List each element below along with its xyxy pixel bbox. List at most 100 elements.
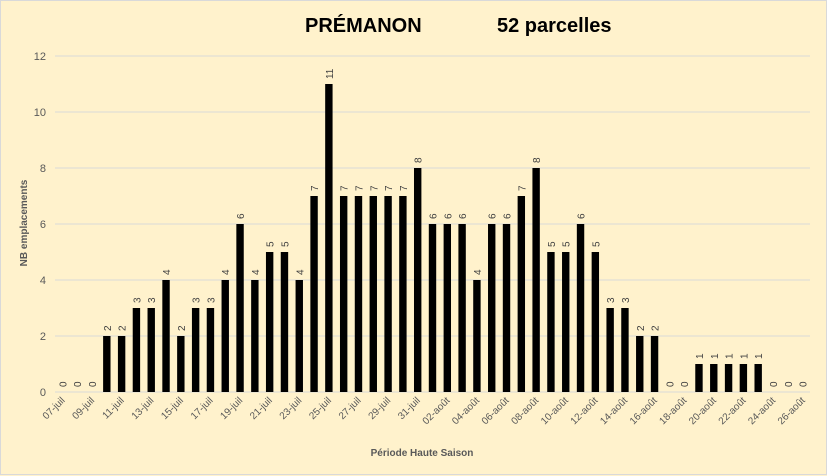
bar bbox=[236, 224, 244, 392]
data-label: 5 bbox=[266, 241, 277, 247]
bar bbox=[177, 336, 185, 392]
bar bbox=[502, 224, 511, 392]
data-label: 3 bbox=[147, 297, 158, 303]
bar bbox=[117, 336, 126, 392]
x-axis-title: Période Haute Saison bbox=[371, 448, 474, 459]
x-tick-label: 08-août bbox=[509, 395, 541, 427]
x-tick-label: 25-juil bbox=[307, 395, 334, 422]
bar bbox=[413, 168, 422, 392]
bar bbox=[576, 224, 585, 392]
bar bbox=[621, 308, 629, 392]
data-label: 0 bbox=[58, 381, 69, 387]
data-label: 4 bbox=[221, 269, 232, 275]
data-label: 3 bbox=[621, 297, 632, 303]
bar bbox=[295, 280, 303, 392]
data-label: 0 bbox=[73, 381, 84, 387]
bar bbox=[591, 252, 600, 392]
x-tick-label: 11-juil bbox=[101, 395, 127, 421]
bar bbox=[710, 364, 718, 392]
bar bbox=[103, 336, 111, 392]
y-tick-label: 12 bbox=[34, 51, 46, 63]
data-label: 11 bbox=[325, 68, 336, 79]
x-tick-label: 14-août bbox=[598, 395, 630, 427]
bar bbox=[562, 252, 570, 392]
data-label: 2 bbox=[118, 325, 129, 331]
data-label: 5 bbox=[562, 241, 573, 247]
data-label: 6 bbox=[458, 213, 469, 219]
bar bbox=[473, 280, 481, 392]
y-tick-label: 4 bbox=[40, 275, 46, 287]
bar bbox=[443, 224, 452, 392]
data-label: 6 bbox=[488, 213, 499, 219]
bar bbox=[428, 224, 437, 392]
data-label: 1 bbox=[710, 353, 721, 359]
data-label: 2 bbox=[177, 325, 188, 331]
data-label: 1 bbox=[725, 353, 736, 359]
bar bbox=[147, 308, 155, 392]
data-label: 2 bbox=[103, 325, 114, 331]
data-label: 0 bbox=[680, 381, 691, 387]
bar bbox=[754, 364, 762, 392]
bar bbox=[339, 196, 348, 392]
bar bbox=[399, 196, 407, 392]
data-label: 6 bbox=[443, 213, 454, 219]
x-tick-label: 09-juil bbox=[70, 395, 97, 422]
data-label: 7 bbox=[354, 185, 365, 191]
bar bbox=[384, 196, 392, 392]
data-label: 6 bbox=[503, 213, 514, 219]
x-tick-label: 12-août bbox=[569, 395, 601, 427]
y-tick-label: 6 bbox=[40, 219, 46, 231]
bar bbox=[310, 196, 318, 392]
chart-subtitle: 52 parcelles bbox=[497, 15, 612, 37]
x-tick-label: 17-juil bbox=[189, 395, 216, 422]
data-label: 0 bbox=[784, 381, 795, 387]
data-label: 0 bbox=[88, 381, 99, 387]
data-label: 7 bbox=[517, 185, 528, 191]
data-label: 4 bbox=[473, 269, 484, 275]
data-label: 6 bbox=[429, 213, 440, 219]
bar bbox=[265, 252, 274, 392]
bar bbox=[739, 364, 748, 392]
bar bbox=[695, 364, 703, 392]
data-label: 4 bbox=[251, 269, 262, 275]
bar bbox=[206, 308, 215, 392]
bar bbox=[191, 308, 200, 392]
data-label: 2 bbox=[636, 325, 647, 331]
data-label: 7 bbox=[399, 185, 410, 191]
x-tick-label: 21-juil bbox=[248, 395, 275, 422]
y-tick-label: 10 bbox=[34, 107, 46, 119]
bar bbox=[280, 252, 289, 392]
data-label: 1 bbox=[754, 353, 765, 359]
data-label: 8 bbox=[532, 157, 543, 163]
data-label: 0 bbox=[769, 381, 780, 387]
x-tick-label: 18-août bbox=[658, 395, 690, 427]
bar bbox=[532, 168, 540, 392]
x-tick-label: 29-juil bbox=[367, 395, 394, 422]
bar bbox=[369, 196, 377, 392]
data-label: 6 bbox=[577, 213, 588, 219]
chart-title: PRÉMANON bbox=[305, 15, 422, 37]
x-tick-label: 31-juil bbox=[396, 395, 423, 422]
data-label: 3 bbox=[606, 297, 617, 303]
bar bbox=[517, 196, 526, 392]
x-tick-label: 10-août bbox=[539, 395, 571, 427]
x-tick-label: 13-juil bbox=[130, 395, 157, 422]
data-label: 0 bbox=[665, 381, 676, 387]
x-tick-label: 16-août bbox=[628, 395, 660, 427]
bar bbox=[650, 336, 659, 392]
data-label: 5 bbox=[547, 241, 558, 247]
data-label: 7 bbox=[340, 185, 351, 191]
bar bbox=[724, 364, 733, 392]
x-tick-label: 06-août bbox=[480, 395, 512, 427]
x-tick-label: 19-juil bbox=[219, 395, 246, 422]
bar bbox=[132, 308, 141, 392]
x-tick-label: 20-août bbox=[687, 395, 719, 427]
data-label: 7 bbox=[369, 185, 380, 191]
data-label: 5 bbox=[591, 241, 602, 247]
data-label: 3 bbox=[206, 297, 217, 303]
data-label: 6 bbox=[236, 213, 247, 219]
data-label: 7 bbox=[310, 185, 321, 191]
bar bbox=[458, 224, 466, 392]
